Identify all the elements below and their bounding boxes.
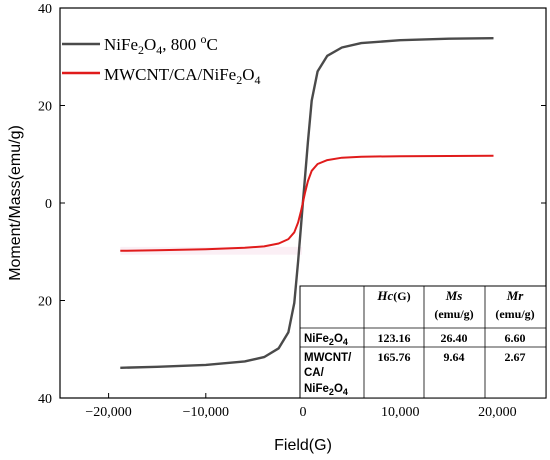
legend-label-nife2o4: NiFe2O4, 800 oC [104, 32, 218, 57]
table-header-ms: Ms [445, 288, 463, 303]
y-tick-label: 0 [45, 197, 52, 212]
series-layer [120, 37, 494, 369]
y-tick-label: 40 [38, 392, 52, 407]
legend: NiFe2O4, 800 oC MWCNT/CA/NiFe2O4 [62, 32, 261, 87]
table-row2-label-3: NiFe2O4 [304, 383, 348, 397]
table-row2-ms: 9.64 [444, 350, 465, 364]
series-line-1 [120, 154, 494, 252]
legend-label-mwcnt: MWCNT/CA/NiFe2O4 [104, 65, 261, 87]
x-tick-label: 10,000 [381, 405, 420, 420]
y-axis-ticks: 40 20 0 20 40 [38, 2, 546, 407]
y-tick-label: 20 [38, 295, 52, 310]
table-row2-hc: 165.76 [378, 350, 411, 364]
mwcnt-shade [120, 246, 303, 255]
x-tick-label: 0 [300, 405, 307, 420]
table-row2-label-1: MWCNT/ [304, 352, 352, 364]
table-row1-ms: 26.40 [441, 331, 468, 345]
table-row1-hc: 123.16 [378, 331, 411, 345]
table-row2-label-2: CA/ [304, 367, 325, 379]
table-header-mr: Mr [506, 288, 525, 303]
table-header-hc: Hc(G) [376, 288, 410, 303]
y-tick-label: 40 [38, 2, 52, 17]
table-row2-mr: 2.67 [505, 350, 526, 364]
properties-table: Hc(G) Ms (emu/g) Mr (emu/g) NiFe2O4 123.… [299, 285, 547, 399]
y-tick-label: 20 [38, 100, 52, 115]
table-header-mr-unit: (emu/g) [495, 307, 534, 321]
x-tick-label: 20,000 [478, 405, 517, 420]
y-axis-title: Moment/Mass(emu/g) [7, 125, 24, 281]
x-tick-label: −10,000 [183, 405, 229, 420]
table-header-ms-unit: (emu/g) [434, 307, 473, 321]
x-tick-label: −20,000 [85, 405, 131, 420]
table-row1-mr: 6.60 [505, 331, 526, 345]
x-axis-ticks: −20,000 −10,000 0 10,000 20,000 [85, 393, 517, 420]
x-axis-title: Field(G) [274, 437, 332, 454]
table-row1-label: NiFe2O4 [304, 333, 348, 347]
